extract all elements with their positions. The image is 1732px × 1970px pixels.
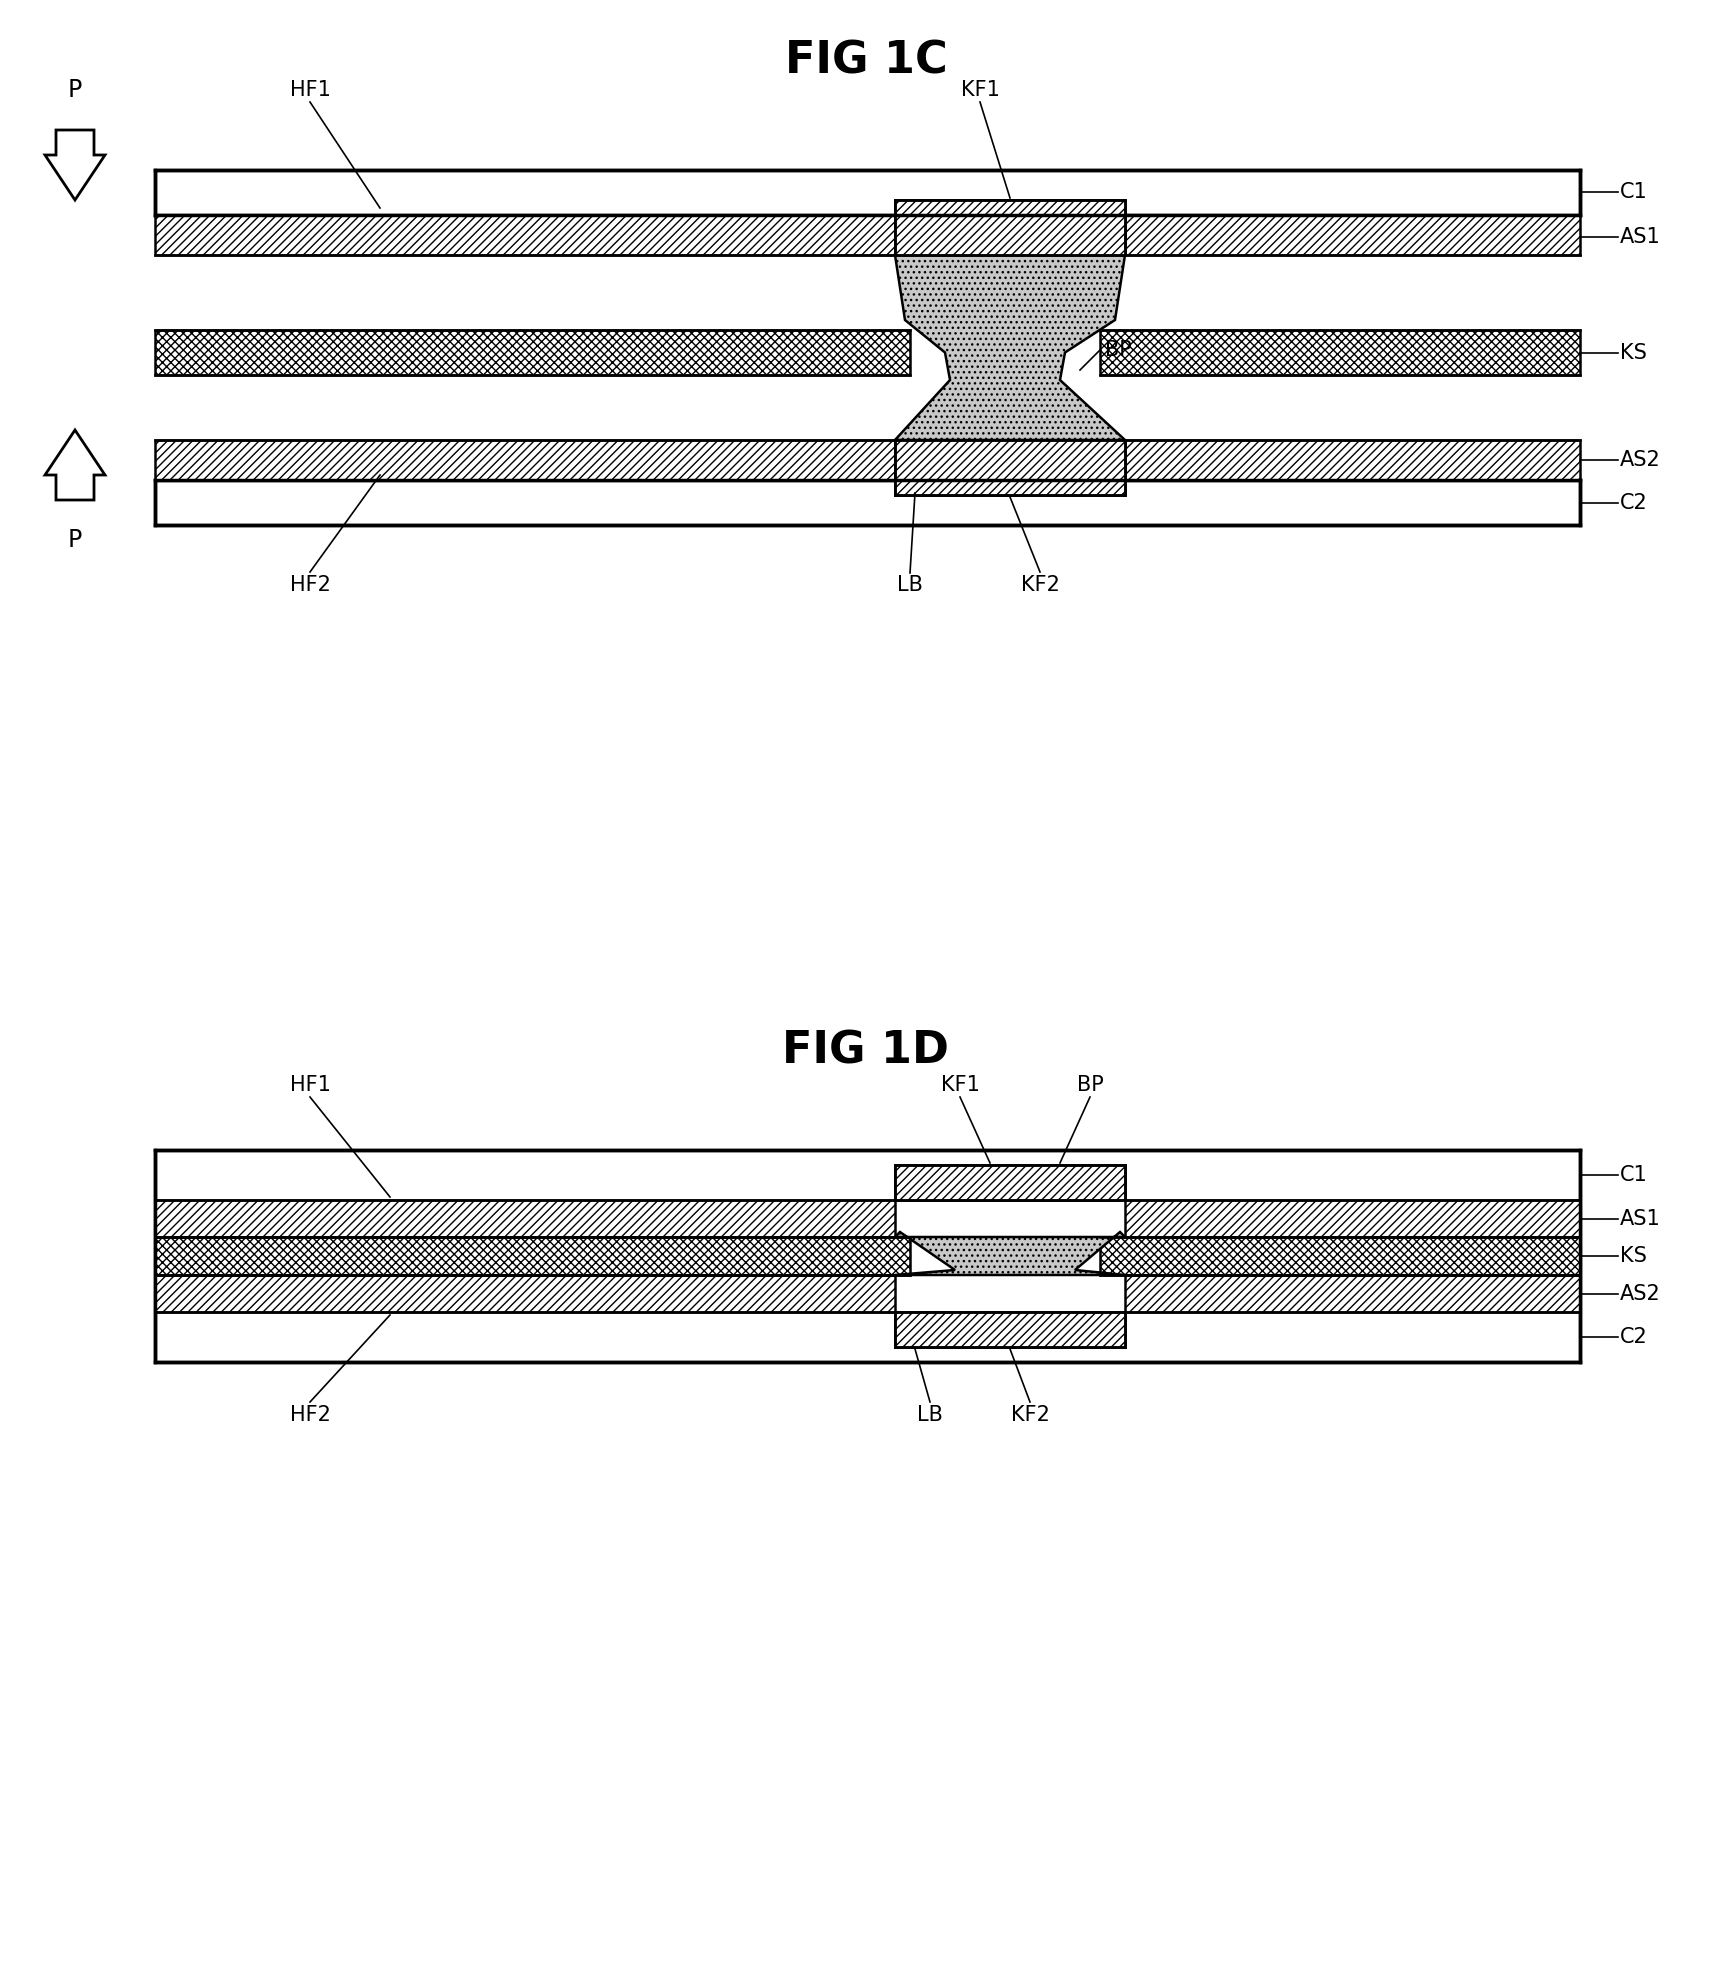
- Text: BP: BP: [1105, 341, 1131, 361]
- Text: LB: LB: [897, 575, 923, 595]
- Bar: [1126, 1200, 1580, 1237]
- Text: C1: C1: [1619, 181, 1647, 203]
- Bar: [1126, 215, 1580, 254]
- Bar: [895, 439, 1126, 494]
- Bar: [154, 1150, 1580, 1361]
- Text: C2: C2: [1619, 492, 1647, 512]
- FancyArrow shape: [45, 429, 106, 500]
- Bar: [1100, 1237, 1580, 1275]
- Text: AS1: AS1: [1619, 227, 1661, 246]
- Text: LB: LB: [916, 1405, 942, 1424]
- Text: KF2: KF2: [1020, 575, 1060, 595]
- Bar: [1100, 331, 1580, 374]
- FancyArrow shape: [45, 130, 106, 201]
- Text: FIG 1D: FIG 1D: [783, 1030, 949, 1074]
- Bar: [154, 439, 895, 481]
- Text: C1: C1: [1619, 1164, 1647, 1186]
- Bar: [895, 1312, 1126, 1347]
- Text: KF2: KF2: [1010, 1405, 1050, 1424]
- Text: AS2: AS2: [1619, 449, 1661, 471]
- Bar: [1126, 1275, 1580, 1312]
- Text: HF2: HF2: [289, 575, 331, 595]
- Text: HF1: HF1: [289, 1076, 331, 1095]
- Polygon shape: [895, 254, 1126, 439]
- Bar: [895, 1312, 1126, 1347]
- Text: AS1: AS1: [1619, 1210, 1661, 1229]
- Bar: [895, 439, 1126, 494]
- Text: P: P: [68, 528, 81, 552]
- Text: HF2: HF2: [289, 1405, 331, 1424]
- Text: KS: KS: [1619, 343, 1647, 362]
- Text: BP: BP: [1077, 1076, 1103, 1095]
- Bar: [154, 1200, 895, 1237]
- Text: AS2: AS2: [1619, 1284, 1661, 1304]
- Text: KF1: KF1: [940, 1076, 979, 1095]
- Bar: [1126, 439, 1580, 481]
- Bar: [895, 1164, 1126, 1200]
- Bar: [895, 201, 1126, 254]
- Bar: [895, 1164, 1126, 1200]
- Bar: [154, 215, 895, 254]
- Polygon shape: [895, 1231, 1126, 1275]
- Bar: [154, 1275, 895, 1312]
- Text: FIG 1C: FIG 1C: [785, 39, 947, 83]
- Bar: [154, 331, 909, 374]
- Text: KS: KS: [1619, 1245, 1647, 1267]
- Bar: [154, 481, 1580, 524]
- Bar: [154, 1237, 909, 1275]
- Bar: [895, 201, 1126, 254]
- Text: P: P: [68, 79, 81, 102]
- Bar: [154, 169, 1580, 215]
- Text: HF1: HF1: [289, 81, 331, 100]
- Text: KF1: KF1: [961, 81, 999, 100]
- Text: C2: C2: [1619, 1328, 1647, 1347]
